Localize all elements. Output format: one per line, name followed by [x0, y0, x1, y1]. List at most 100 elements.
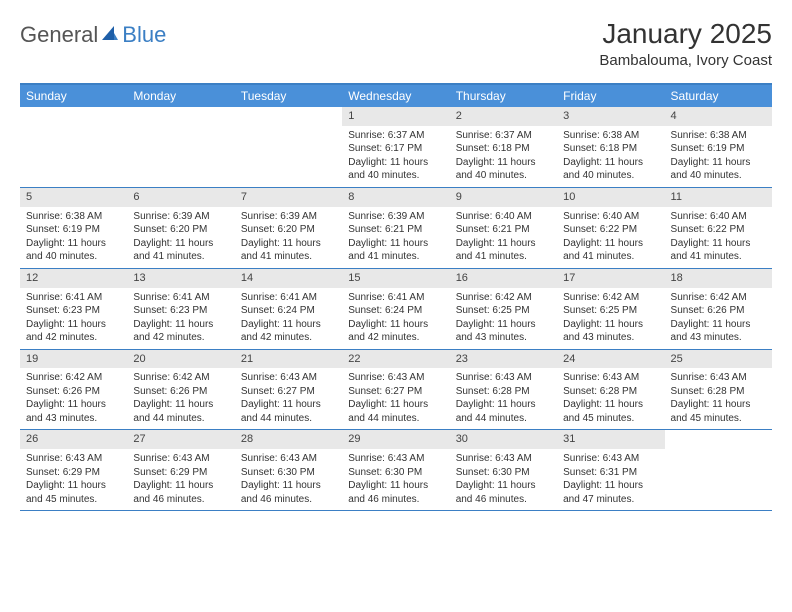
day-cell: 21Sunrise: 6:43 AMSunset: 6:27 PMDayligh… [235, 350, 342, 430]
weekday-header-row: SundayMondayTuesdayWednesdayThursdayFrid… [20, 85, 772, 107]
day-cell: 2 Sunrise: 6:37 AMSunset: 6:18 PMDaylight… [450, 107, 557, 187]
calendar: SundayMondayTuesdayWednesdayThursdayFrid… [20, 83, 772, 511]
sunrise-text: Sunrise: 6:43 AM [348, 452, 443, 466]
weekday-header: Monday [127, 85, 234, 107]
sunrise-text: Sunrise: 6:39 AM [348, 210, 443, 224]
day-body: Sunrise: 6:39 AMSunset: 6:21 PMDaylight:… [342, 209, 449, 268]
week-row: 1Sunrise: 6:37 AMSunset: 6:17 PMDaylight… [20, 107, 772, 188]
day-cell: 25Sunrise: 6:43 AMSunset: 6:28 PMDayligh… [665, 350, 772, 430]
daylight-text: Daylight: 11 hours and 40 minutes. [348, 156, 443, 183]
day-number: 1 [342, 107, 449, 126]
day-body: Sunrise: 6:39 AMSunset: 6:20 PMDaylight:… [235, 209, 342, 268]
day-number: 14 [235, 269, 342, 288]
week-row: 26Sunrise: 6:43 AMSunset: 6:29 PMDayligh… [20, 430, 772, 511]
sunset-text: Sunset: 6:20 PM [133, 223, 228, 237]
sunset-text: Sunset: 6:17 PM [348, 142, 443, 156]
daylight-text: Daylight: 11 hours and 41 minutes. [456, 237, 551, 264]
day-number: 31 [557, 430, 664, 449]
sunset-text: Sunset: 6:28 PM [671, 385, 766, 399]
day-cell: 16Sunrise: 6:42 AMSunset: 6:25 PMDayligh… [450, 269, 557, 349]
day-cell: 14Sunrise: 6:41 AMSunset: 6:24 PMDayligh… [235, 269, 342, 349]
sunrise-text: Sunrise: 6:41 AM [241, 291, 336, 305]
day-cell: 24Sunrise: 6:43 AMSunset: 6:28 PMDayligh… [557, 350, 664, 430]
day-cell: 8Sunrise: 6:39 AMSunset: 6:21 PMDaylight… [342, 188, 449, 268]
week-row: 5Sunrise: 6:38 AMSunset: 6:19 PMDaylight… [20, 188, 772, 269]
day-cell: 23Sunrise: 6:43 AMSunset: 6:28 PMDayligh… [450, 350, 557, 430]
sunset-text: Sunset: 6:30 PM [456, 466, 551, 480]
sunrise-text: Sunrise: 6:42 AM [456, 291, 551, 305]
sunset-text: Sunset: 6:21 PM [456, 223, 551, 237]
day-body: Sunrise: 6:37 AMSunset: 6:18 PMDaylight:… [450, 128, 557, 187]
sunrise-text: Sunrise: 6:43 AM [456, 452, 551, 466]
day-cell: 6Sunrise: 6:39 AMSunset: 6:20 PMDaylight… [127, 188, 234, 268]
day-body: Sunrise: 6:43 AMSunset: 6:27 PMDaylight:… [342, 370, 449, 429]
day-body: Sunrise: 6:43 AMSunset: 6:29 PMDaylight:… [127, 451, 234, 510]
day-cell: 13 Sunrise: 6:41 AMSunset: 6:23 PMDayligh… [127, 269, 234, 349]
day-body: Sunrise: 6:43 AMSunset: 6:30 PMDaylight:… [342, 451, 449, 510]
sunrise-text: Sunrise: 6:39 AM [133, 210, 228, 224]
sunrise-text: Sunrise: 6:42 AM [671, 291, 766, 305]
daylight-text: Daylight: 11 hours and 40 minutes. [26, 237, 121, 264]
day-number: 28 [235, 430, 342, 449]
sunset-text: Sunset: 6:23 PM [133, 304, 228, 318]
sunset-text: Sunset: 6:19 PM [26, 223, 121, 237]
daylight-text: Daylight: 11 hours and 47 minutes. [563, 479, 658, 506]
logo-sail-icon [100, 23, 120, 48]
weekday-header: Saturday [665, 85, 772, 107]
sunset-text: Sunset: 6:22 PM [671, 223, 766, 237]
sunrise-text: Sunrise: 6:41 AM [133, 291, 228, 305]
sunset-text: Sunset: 6:28 PM [563, 385, 658, 399]
day-number: 30 [450, 430, 557, 449]
sunrise-text: Sunrise: 6:38 AM [26, 210, 121, 224]
day-cell: 3Sunrise: 6:38 AMSunset: 6:18 PMDaylight… [557, 107, 664, 187]
day-cell: 12Sunrise: 6:41 AMSunset: 6:23 PMDayligh… [20, 269, 127, 349]
sunset-text: Sunset: 6:21 PM [348, 223, 443, 237]
week-row: 12Sunrise: 6:41 AMSunset: 6:23 PMDayligh… [20, 269, 772, 350]
daylight-text: Daylight: 11 hours and 42 minutes. [133, 318, 228, 345]
day-cell [20, 107, 127, 187]
sunset-text: Sunset: 6:18 PM [563, 142, 658, 156]
day-body: Sunrise: 6:41 AMSunset: 6:24 PMDaylight:… [342, 290, 449, 349]
day-number: 3 [557, 107, 664, 126]
day-cell: 31Sunrise: 6:43 AMSunset: 6:31 PMDayligh… [557, 430, 664, 510]
weekday-header: Thursday [450, 85, 557, 107]
daylight-text: Daylight: 11 hours and 43 minutes. [671, 318, 766, 345]
day-number: 21 [235, 350, 342, 369]
daylight-text: Daylight: 11 hours and 44 minutes. [133, 398, 228, 425]
sunset-text: Sunset: 6:24 PM [241, 304, 336, 318]
daylight-text: Daylight: 11 hours and 41 minutes. [563, 237, 658, 264]
day-cell: 19Sunrise: 6:42 AMSunset: 6:26 PMDayligh… [20, 350, 127, 430]
day-cell: 26Sunrise: 6:43 AMSunset: 6:29 PMDayligh… [20, 430, 127, 510]
day-number: 2 [450, 107, 557, 126]
title-block: January 2025 Bambalouma, Ivory Coast [599, 18, 772, 69]
day-cell [127, 107, 234, 187]
day-cell: 17Sunrise: 6:42 AMSunset: 6:25 PMDayligh… [557, 269, 664, 349]
day-number: 13 [127, 269, 234, 288]
weekday-header: Wednesday [342, 85, 449, 107]
day-number: 4 [665, 107, 772, 126]
sunrise-text: Sunrise: 6:41 AM [348, 291, 443, 305]
sunrise-text: Sunrise: 6:43 AM [133, 452, 228, 466]
day-cell: 27Sunrise: 6:43 AMSunset: 6:29 PMDayligh… [127, 430, 234, 510]
daylight-text: Daylight: 11 hours and 43 minutes. [563, 318, 658, 345]
day-number: 10 [557, 188, 664, 207]
sunset-text: Sunset: 6:29 PM [26, 466, 121, 480]
day-number [20, 107, 127, 126]
weekday-header: Sunday [20, 85, 127, 107]
daylight-text: Daylight: 11 hours and 45 minutes. [671, 398, 766, 425]
day-number: 12 [20, 269, 127, 288]
daylight-text: Daylight: 11 hours and 40 minutes. [563, 156, 658, 183]
day-cell: 29Sunrise: 6:43 AMSunset: 6:30 PMDayligh… [342, 430, 449, 510]
sunrise-text: Sunrise: 6:43 AM [241, 452, 336, 466]
day-body: Sunrise: 6:43 AMSunset: 6:28 PMDaylight:… [450, 370, 557, 429]
weekday-header: Friday [557, 85, 664, 107]
day-body: Sunrise: 6:42 AMSunset: 6:26 PMDaylight:… [20, 370, 127, 429]
daylight-text: Daylight: 11 hours and 41 minutes. [241, 237, 336, 264]
day-cell: 5Sunrise: 6:38 AMSunset: 6:19 PMDaylight… [20, 188, 127, 268]
day-cell: 9Sunrise: 6:40 AMSunset: 6:21 PMDaylight… [450, 188, 557, 268]
day-cell: 30Sunrise: 6:43 AMSunset: 6:30 PMDayligh… [450, 430, 557, 510]
sunset-text: Sunset: 6:28 PM [456, 385, 551, 399]
day-number: 20 [127, 350, 234, 369]
day-number [235, 107, 342, 126]
daylight-text: Daylight: 11 hours and 44 minutes. [456, 398, 551, 425]
